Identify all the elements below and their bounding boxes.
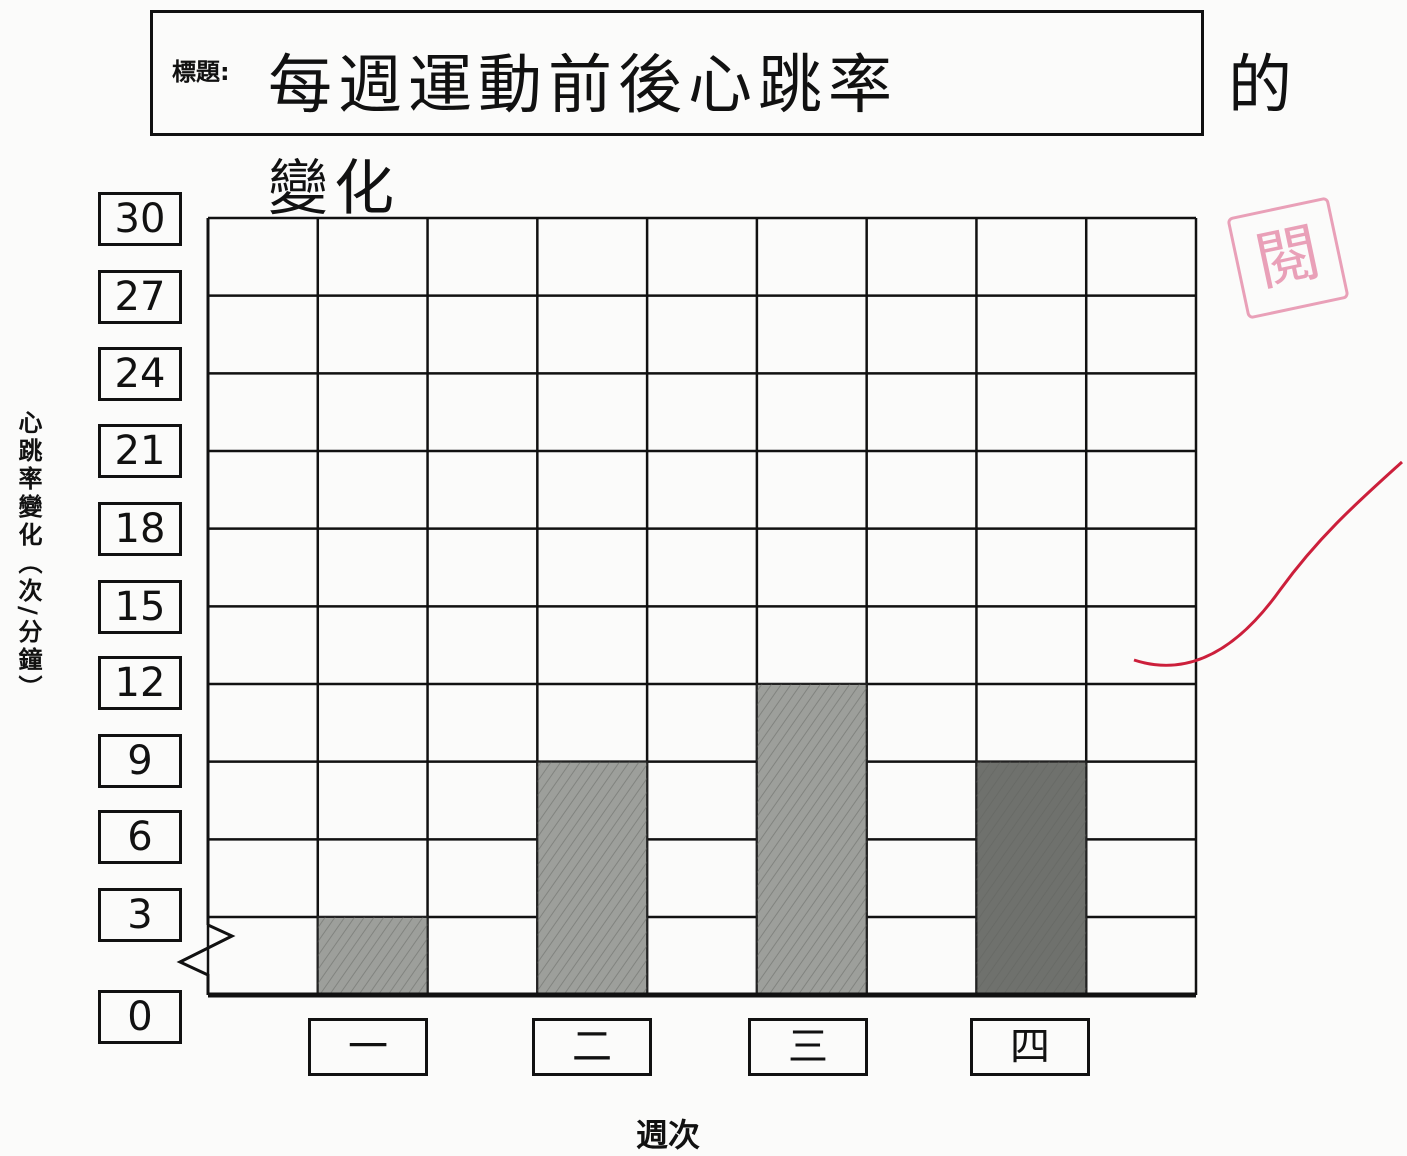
axes: [176, 218, 1196, 998]
chart-title: 每週運動前後心跳率: [268, 49, 898, 123]
x-tick-label: 四: [970, 1018, 1090, 1076]
y-tick-label: 6: [98, 810, 182, 864]
axis-break: [176, 923, 236, 995]
chart-title-line2: 變化: [268, 154, 400, 224]
y-tick-label: 21: [98, 424, 182, 478]
y-axis-title: 心跳率變化（次/分鐘）: [14, 410, 42, 703]
y-tick-label: 30: [98, 192, 182, 246]
x-axis-title: 週次: [636, 1116, 701, 1154]
chart-title-tail: 的: [1228, 49, 1292, 123]
title-label: 標題:: [172, 58, 230, 86]
y-tick-label: 9: [98, 734, 182, 788]
y-tick-label: 0: [98, 990, 182, 1044]
y-tick-label: 3: [98, 888, 182, 942]
x-tick-label: 二: [532, 1018, 652, 1076]
x-tick-label: 三: [748, 1018, 868, 1076]
y-tick-label: 27: [98, 270, 182, 324]
bar-texture: [317, 917, 428, 995]
y-tick-label: 18: [98, 502, 182, 556]
y-tick-label: 12: [98, 656, 182, 710]
bar-texture: [976, 761, 1087, 995]
teacher-annotation-stroke: [1133, 460, 1404, 667]
title-box: [150, 10, 1204, 136]
bar-texture: [756, 684, 867, 995]
y-tick-label: 24: [98, 347, 182, 401]
x-tick-label: 一: [308, 1018, 428, 1076]
y-tick-label: 15: [98, 580, 182, 634]
bar-texture: [537, 761, 648, 995]
